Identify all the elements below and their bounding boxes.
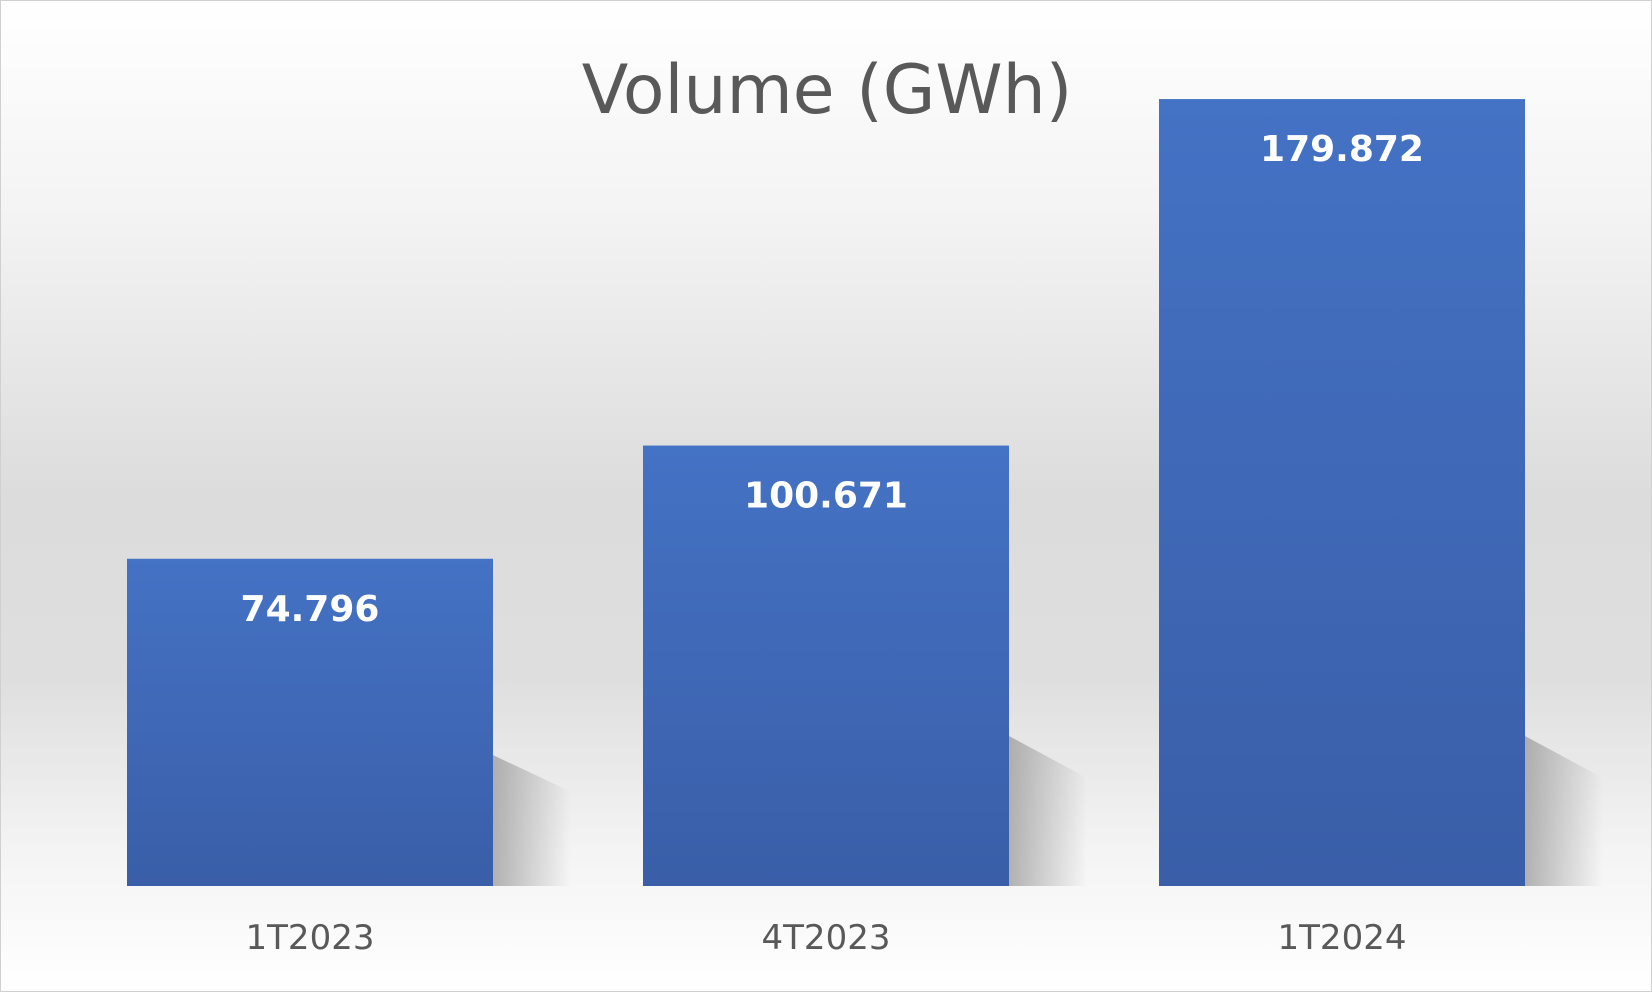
bars [127,99,1525,886]
data-labels: 74.796 100.671 179.872 [241,129,1424,630]
data-label-4t2023: 100.671 [744,476,908,517]
data-label-1t2023: 74.796 [241,589,380,630]
category-labels: 1T2023 4T2023 1T2024 [246,918,1407,958]
category-label-1t2023: 1T2023 [246,918,375,958]
bar-1t2024 [1159,99,1525,886]
category-label-1t2024: 1T2024 [1278,918,1407,958]
category-label-4t2023: 4T2023 [762,918,891,958]
bar-1t2023 [127,558,493,886]
bar-shadow-3 [1525,736,1603,886]
bar-shadow-2 [1009,736,1087,886]
bar-shadows [493,736,1603,886]
bar-shadow-1 [493,755,571,886]
bar-4t2023 [643,445,1009,886]
chart-title: Volume (GWh) [582,51,1073,130]
data-label-1t2024: 179.872 [1260,129,1424,170]
